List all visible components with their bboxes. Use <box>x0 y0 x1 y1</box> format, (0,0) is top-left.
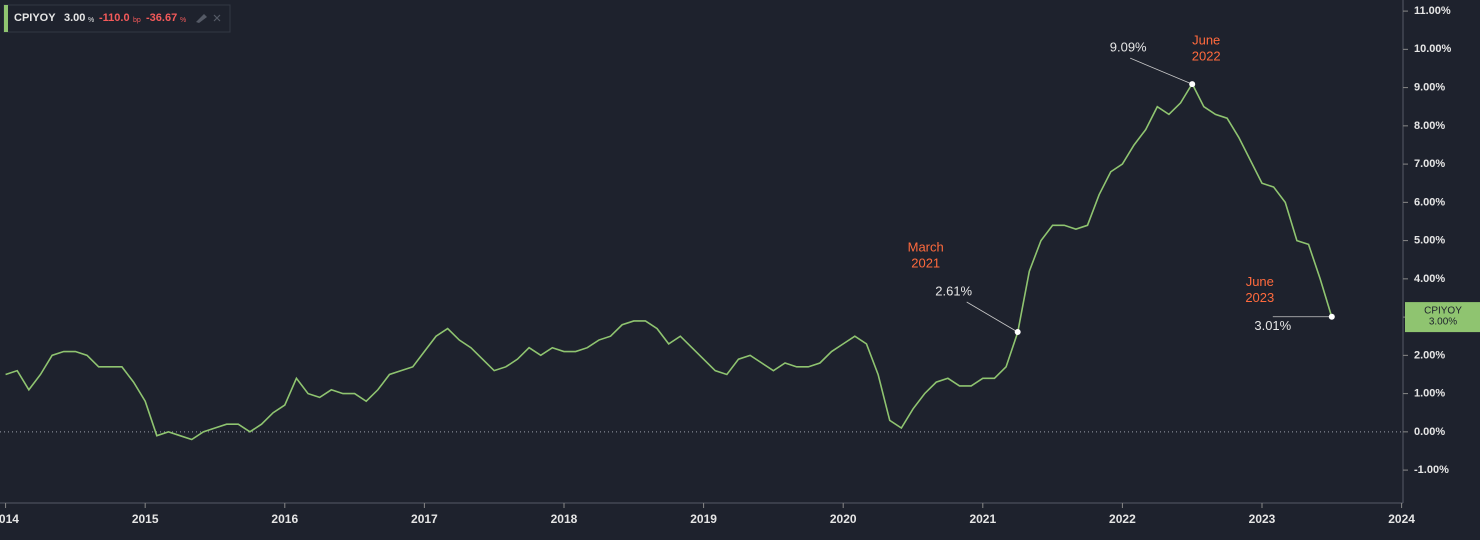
annotation-title: 2022 <box>1192 49 1221 64</box>
header: CPIYOY 3.00 % -110.0 bp -36.67 % <box>3 4 231 33</box>
y-tick-label: 10.00% <box>1414 43 1452 55</box>
x-tick-label: 2014 <box>0 512 19 526</box>
x-tick-label: 2015 <box>132 512 159 526</box>
annotation-title: 2021 <box>911 255 940 270</box>
annotation-connector <box>966 301 1018 333</box>
y-tick-label: 0.00% <box>1414 426 1445 438</box>
x-tick-label: 2022 <box>1109 512 1136 526</box>
series-line <box>5 82 1333 441</box>
pin-icon[interactable] <box>196 14 207 23</box>
annotation-connector <box>1130 57 1193 85</box>
x-tick-label: 2023 <box>1249 512 1276 526</box>
x-tick-label: 2019 <box>690 512 717 526</box>
x-tick-label: 2024 <box>1388 512 1415 526</box>
change: -110.0 <box>99 12 130 24</box>
y-tick-label: 4.00% <box>1414 273 1445 285</box>
annotation-point <box>1189 81 1196 88</box>
x-tick-label: 2016 <box>271 512 298 526</box>
annotation-value: 9.09% <box>1110 40 1147 55</box>
x-tick-label: 2017 <box>411 512 438 526</box>
header-box <box>3 4 231 33</box>
last: 3.00 <box>64 12 85 24</box>
annotation-title: 2023 <box>1245 290 1274 305</box>
y-tick-label: -1.00% <box>1414 464 1449 476</box>
annotation-title: March <box>908 239 944 254</box>
last-unit: % <box>88 17 94 24</box>
x-tick-label: 2018 <box>551 512 578 526</box>
annotation-point <box>1328 313 1335 320</box>
ticker: CPIYOY <box>14 12 56 24</box>
x-tick-label: 2020 <box>830 512 857 526</box>
x-tick-label: 2021 <box>969 512 996 526</box>
y-tick-label: 1.00% <box>1414 388 1445 400</box>
y-tick-label: 5.00% <box>1414 235 1445 247</box>
annotation-value: 3.01% <box>1254 318 1291 333</box>
last-value-name: CPIYOY <box>1424 306 1462 317</box>
y-tick-label: 6.00% <box>1414 196 1445 208</box>
series-swatch <box>4 5 8 32</box>
annotation-value: 2.61% <box>935 283 972 298</box>
pct-change: -36.67 <box>146 12 177 24</box>
y-tick-label: 11.00% <box>1414 5 1451 17</box>
change-unit: bp <box>133 17 141 24</box>
annotation-title: June <box>1246 274 1274 289</box>
last-value-box <box>1405 302 1480 333</box>
last-value-label: 3.00% <box>1429 317 1457 328</box>
close-icon[interactable] <box>213 14 221 22</box>
annotation-title: June <box>1192 33 1220 48</box>
y-tick-label: 9.00% <box>1414 82 1445 94</box>
pct-unit: % <box>180 17 186 24</box>
y-tick-label: 7.00% <box>1414 158 1445 170</box>
y-tick-label: 2.00% <box>1414 349 1445 361</box>
annotation-point <box>1014 329 1021 336</box>
y-tick-label: 8.00% <box>1414 120 1445 132</box>
